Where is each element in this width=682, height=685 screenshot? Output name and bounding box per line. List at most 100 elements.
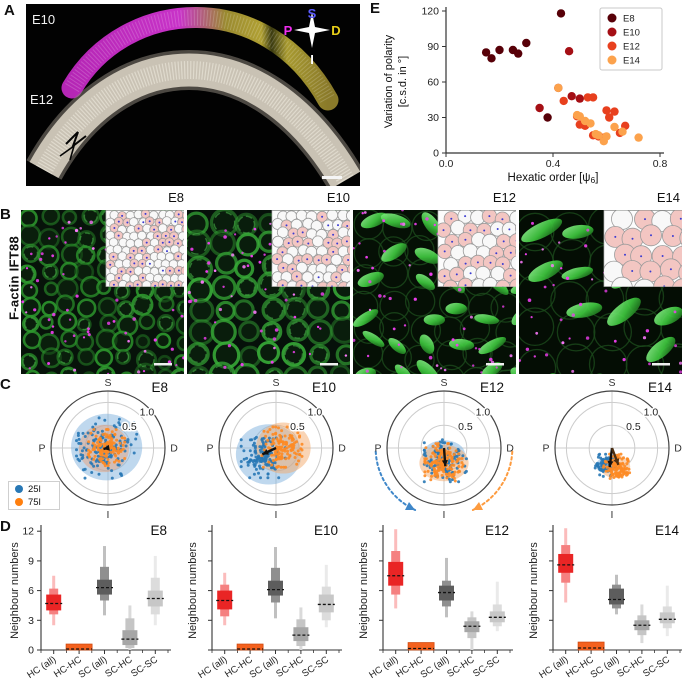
svg-text:0: 0	[28, 645, 34, 657]
legend-dot-75l	[15, 498, 23, 506]
boxen-box	[45, 575, 63, 626]
svg-text:SC-HC: SC-HC	[103, 654, 134, 680]
svg-text:S: S	[440, 377, 447, 389]
scale-bar	[154, 363, 172, 366]
tissue-crack	[59, 144, 76, 161]
svg-text:1.0: 1.0	[308, 407, 323, 419]
svg-text:E12: E12	[485, 523, 509, 538]
svg-text:0.0: 0.0	[439, 158, 454, 170]
svg-text:E10: E10	[312, 380, 336, 395]
svg-text:I: I	[107, 509, 110, 521]
scatter-points-75l	[87, 428, 127, 468]
svg-text:30: 30	[427, 112, 439, 124]
tissue-crack	[65, 131, 87, 149]
svg-text:1.0: 1.0	[476, 407, 491, 419]
svg-text:0.5: 0.5	[458, 421, 473, 433]
boxen-box	[236, 643, 264, 651]
svg-text:D: D	[170, 443, 178, 455]
svg-text:0.5: 0.5	[290, 421, 305, 433]
orientation-compass: S P D I	[284, 6, 341, 67]
svg-text:9: 9	[28, 555, 34, 567]
svg-text:HC (all): HC (all)	[367, 654, 400, 681]
boxen-box	[658, 585, 676, 637]
polar-plot-e8: S P D I 0.51.0 E8	[38, 377, 178, 521]
segmentation-inset	[271, 210, 350, 287]
boxen-box	[121, 605, 139, 650]
axes	[549, 525, 682, 654]
micrograph-e12	[353, 210, 516, 374]
ift88-label: IFT88	[6, 235, 22, 272]
compass-star-icon	[294, 12, 330, 48]
svg-text:Neighbour numbers: Neighbour numbers	[528, 542, 540, 639]
svg-text:0.5: 0.5	[122, 421, 137, 433]
svg-text:6: 6	[28, 585, 34, 597]
polar-legend: 25l 75l	[8, 481, 60, 510]
boxen-box	[463, 611, 481, 650]
polar-plot-e14: S P D I 0.51.0 E14	[542, 377, 682, 521]
svg-text:SC-SC: SC-SC	[300, 654, 331, 679]
svg-text:SC-HC: SC-HC	[445, 654, 476, 680]
boxen-box	[633, 604, 651, 644]
compass-superior: S	[308, 6, 317, 21]
svg-text:E12: E12	[623, 42, 640, 53]
svg-text:SC-HC: SC-HC	[274, 654, 305, 680]
scatter-series-E14	[554, 83, 643, 146]
micrograph-e14	[519, 210, 682, 374]
scale-bar	[320, 363, 338, 366]
micrograph-e10	[187, 210, 350, 374]
mean-polarity-arrow	[103, 444, 110, 451]
mean-polarity-arrow	[607, 447, 614, 468]
boxen-box	[407, 642, 435, 651]
svg-text:E14: E14	[623, 56, 640, 67]
axes	[442, 7, 664, 157]
svg-text:90: 90	[427, 41, 439, 53]
f-actin-label: F-actin	[6, 275, 22, 321]
svg-text:I: I	[275, 509, 278, 521]
svg-text:HC (all): HC (all)	[537, 654, 570, 681]
stage-label-e10: E10	[32, 12, 55, 27]
legend-label-25l: 25l	[28, 484, 41, 495]
svg-text:0.5: 0.5	[626, 421, 641, 433]
boxen-box	[216, 572, 234, 626]
e12-cochlea-arc	[29, 53, 360, 186]
boxen-box	[317, 564, 335, 628]
svg-text:SC-SC: SC-SC	[641, 654, 672, 679]
panel-b-title-e12: E12	[492, 190, 516, 205]
svg-text:D: D	[674, 443, 682, 455]
legend-dot-25l	[15, 485, 23, 493]
svg-text:E8: E8	[623, 14, 635, 25]
boxen-box	[146, 555, 164, 626]
compass-distal: D	[331, 23, 340, 38]
svg-text:E10: E10	[314, 523, 338, 538]
svg-text:HC (all): HC (all)	[196, 654, 229, 681]
svg-text:Neighbour numbers: Neighbour numbers	[358, 542, 370, 639]
svg-text:D: D	[506, 443, 514, 455]
boxen-box	[608, 574, 625, 615]
svg-text:120: 120	[421, 6, 439, 18]
x-axis-label: Hexatic order [ψ6]	[508, 172, 599, 185]
panel-e-scatter-chart: 0.0 0.4 0.8 0 30 60 90 120 Hexatic order [ψ6] Var…	[383, 6, 667, 186]
rotation-curved-arrow	[471, 450, 514, 511]
scale-bar	[652, 363, 670, 366]
svg-text:D: D	[338, 443, 346, 455]
axes	[208, 525, 342, 654]
svg-text:S: S	[272, 377, 279, 389]
panel-b-axis-label: F-actin IFT88	[7, 236, 22, 320]
svg-text:60: 60	[427, 77, 439, 89]
svg-text:HC (all): HC (all)	[25, 654, 58, 681]
rotation-curved-arrow	[374, 450, 417, 511]
polar-plot-e12: S P D I 0.51.0 E12	[374, 377, 514, 521]
svg-text:SC-SC: SC-SC	[129, 654, 160, 679]
legend-item-25l: 25l	[15, 483, 59, 496]
panel-a-label: A	[4, 2, 15, 19]
scale-bar	[322, 176, 342, 179]
micrograph-e8	[21, 210, 184, 374]
stage-label-e12: E12	[30, 92, 53, 107]
svg-text:SC-HC: SC-HC	[615, 654, 646, 680]
segmentation-inset	[603, 210, 682, 287]
polar-grid	[554, 390, 670, 506]
axes	[37, 525, 171, 654]
